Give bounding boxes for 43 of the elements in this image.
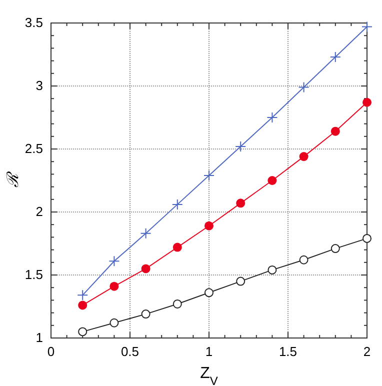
y-tick-label: 2 <box>36 204 43 219</box>
x-tick-label: 0 <box>47 344 55 359</box>
point <box>362 21 372 32</box>
point <box>266 112 278 123</box>
point <box>204 288 214 298</box>
point <box>362 234 372 243</box>
point <box>108 256 120 267</box>
y-axis-title: ℛ <box>3 170 22 188</box>
point <box>299 255 308 264</box>
point <box>204 170 214 181</box>
y-tick-label: 3 <box>36 78 43 93</box>
x-tick-label: 1.5 <box>278 344 298 359</box>
point <box>204 221 214 230</box>
x-tick-label: 0.5 <box>120 344 140 359</box>
y-tick-label: 3.5 <box>24 15 43 30</box>
point <box>268 265 277 274</box>
point <box>110 282 119 291</box>
x-tick-label: 2 <box>363 344 371 359</box>
point <box>77 290 88 301</box>
y-tick-label: 1 <box>36 330 43 345</box>
point <box>235 140 246 152</box>
y-tick-label: 2.5 <box>24 141 43 156</box>
point <box>140 228 152 239</box>
point <box>78 327 88 336</box>
x-tick-label: 1 <box>205 344 213 359</box>
point <box>330 244 340 254</box>
point <box>172 242 182 252</box>
point <box>236 198 246 208</box>
point <box>141 264 150 274</box>
point <box>78 300 88 310</box>
point <box>268 176 277 185</box>
point <box>172 299 182 308</box>
x-axis-title: Z$_{V}$ <box>200 365 218 386</box>
point <box>298 82 310 93</box>
point <box>362 98 372 107</box>
point <box>236 276 246 286</box>
point <box>172 198 183 210</box>
point <box>330 126 340 136</box>
point <box>110 318 119 328</box>
y-tick-label: 1.5 <box>24 267 43 282</box>
point <box>299 152 308 162</box>
point <box>330 52 341 63</box>
point <box>141 310 150 319</box>
